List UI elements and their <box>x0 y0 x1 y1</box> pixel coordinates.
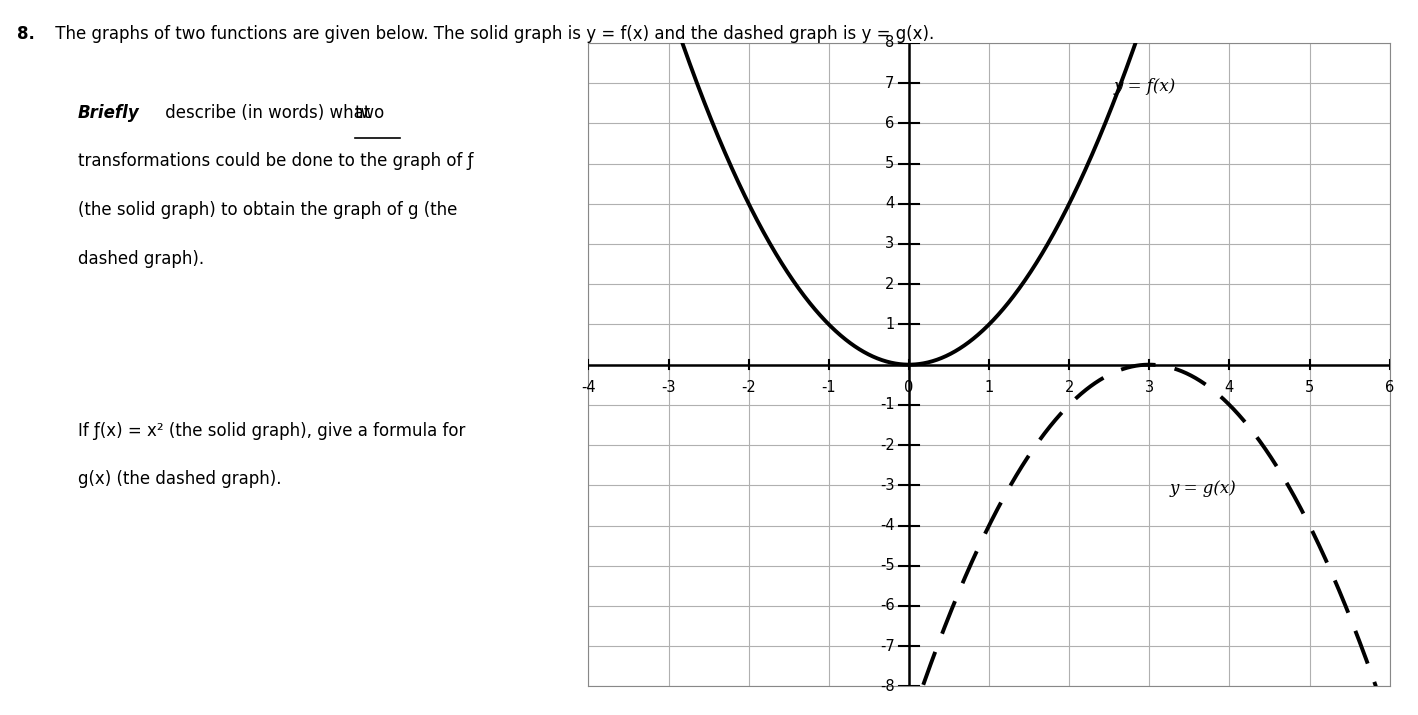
Text: 4: 4 <box>885 197 895 211</box>
Text: -3: -3 <box>661 380 676 395</box>
Text: 8: 8 <box>885 36 895 50</box>
Text: -2: -2 <box>879 438 895 453</box>
Text: y = g(x): y = g(x) <box>1170 480 1236 498</box>
Text: 8.: 8. <box>17 25 35 43</box>
Text: 3: 3 <box>885 237 895 252</box>
Text: 7: 7 <box>885 76 895 91</box>
Text: -2: -2 <box>742 380 756 395</box>
Text: 6: 6 <box>1385 380 1394 395</box>
Text: 4: 4 <box>1225 380 1234 395</box>
Text: g(x) (the dashed graph).: g(x) (the dashed graph). <box>78 470 282 488</box>
Text: The graphs of two functions are given below. The solid graph is y = f(x) and the: The graphs of two functions are given be… <box>50 25 934 43</box>
Text: -1: -1 <box>881 398 895 413</box>
Text: -8: -8 <box>881 679 895 694</box>
Text: 2: 2 <box>1065 380 1073 395</box>
Text: 5: 5 <box>1305 380 1314 395</box>
Text: two: two <box>354 104 384 122</box>
Text: 0: 0 <box>905 380 913 395</box>
Text: 2: 2 <box>885 277 895 292</box>
Text: -1: -1 <box>821 380 837 395</box>
Text: 5: 5 <box>885 156 895 171</box>
Text: -5: -5 <box>881 558 895 573</box>
Text: 6: 6 <box>885 116 895 131</box>
Text: -3: -3 <box>881 478 895 493</box>
Text: (the solid graph) to obtain the graph of g (the: (the solid graph) to obtain the graph of… <box>78 201 458 219</box>
Text: Briefly: Briefly <box>78 104 140 122</box>
Text: -4: -4 <box>581 380 596 395</box>
Text: -6: -6 <box>881 598 895 613</box>
Text: transformations could be done to the graph of ƒ: transformations could be done to the gra… <box>78 152 474 170</box>
Text: 1: 1 <box>984 380 994 395</box>
Text: 3: 3 <box>1144 380 1154 395</box>
Text: If ƒ(x) = x² (the solid graph), give a formula for: If ƒ(x) = x² (the solid graph), give a f… <box>78 422 465 440</box>
Text: -4: -4 <box>881 518 895 533</box>
Text: describe (in words) what: describe (in words) what <box>160 104 376 122</box>
Text: dashed graph).: dashed graph). <box>78 250 204 267</box>
Text: 1: 1 <box>885 317 895 332</box>
Text: y = f(x): y = f(x) <box>1113 78 1176 95</box>
Text: -7: -7 <box>879 638 895 654</box>
